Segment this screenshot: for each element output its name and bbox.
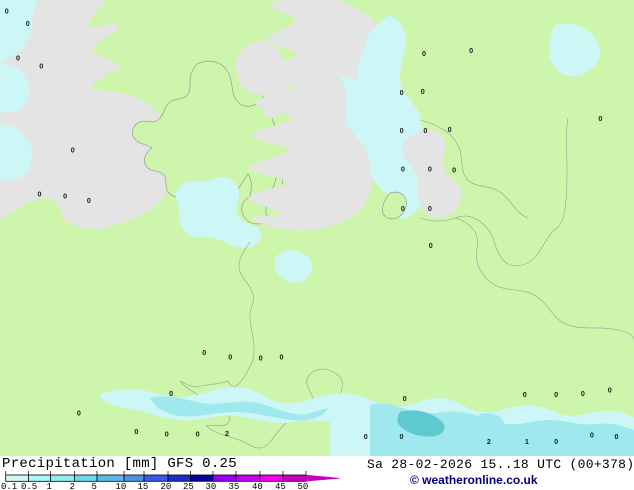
svg-text:10: 10: [116, 482, 127, 490]
svg-text:0: 0: [228, 352, 232, 361]
svg-text:0: 0: [259, 353, 263, 362]
svg-text:0: 0: [77, 409, 81, 418]
svg-text:0: 0: [63, 192, 67, 201]
svg-text:40: 40: [252, 482, 263, 490]
svg-text:0: 0: [590, 431, 594, 440]
svg-text:0: 0: [401, 204, 405, 213]
svg-text:50: 50: [298, 482, 309, 490]
svg-text:0: 0: [608, 386, 612, 395]
svg-text:0: 0: [469, 46, 473, 55]
svg-text:0: 0: [452, 165, 456, 174]
svg-text:0: 0: [428, 204, 432, 213]
svg-text:0: 0: [401, 164, 405, 173]
svg-text:0: 0: [165, 430, 169, 439]
svg-text:0: 0: [196, 430, 200, 439]
svg-text:15: 15: [138, 482, 149, 490]
svg-text:0: 0: [429, 241, 433, 250]
svg-text:20: 20: [161, 482, 172, 490]
svg-text:0: 0: [134, 427, 138, 436]
svg-text:0: 0: [38, 189, 42, 198]
svg-text:0: 0: [554, 437, 558, 446]
svg-text:25: 25: [183, 482, 194, 490]
svg-text:0: 0: [364, 432, 368, 441]
svg-text:0: 0: [202, 348, 206, 357]
svg-text:1: 1: [525, 437, 529, 446]
svg-text:0: 0: [280, 352, 284, 361]
svg-text:2: 2: [70, 482, 75, 490]
svg-text:0: 0: [423, 126, 427, 135]
svg-text:0: 0: [554, 390, 558, 399]
svg-text:0: 0: [598, 114, 602, 123]
svg-text:0: 0: [403, 394, 407, 403]
svg-text:0: 0: [26, 19, 30, 28]
svg-text:30: 30: [206, 482, 217, 490]
svg-text:35: 35: [229, 482, 240, 490]
svg-text:45: 45: [275, 482, 286, 490]
svg-text:0: 0: [421, 87, 425, 96]
svg-text:0: 0: [169, 389, 173, 398]
svg-text:5: 5: [92, 482, 97, 490]
svg-text:0: 0: [422, 49, 426, 58]
svg-text:0: 0: [523, 390, 527, 399]
svg-text:2: 2: [487, 437, 491, 446]
svg-text:0: 0: [87, 196, 91, 205]
svg-text:0: 0: [428, 164, 432, 173]
svg-text:0: 0: [581, 389, 585, 398]
svg-text:0: 0: [400, 88, 404, 97]
svg-text:0: 0: [615, 432, 619, 441]
svg-text:0: 0: [400, 126, 404, 135]
svg-text:0: 0: [400, 432, 404, 441]
svg-text:2: 2: [225, 429, 229, 438]
svg-text:0: 0: [16, 54, 20, 63]
svg-text:0: 0: [71, 146, 75, 155]
svg-text:0: 0: [39, 62, 43, 71]
svg-text:0: 0: [5, 7, 9, 16]
svg-text:1: 1: [47, 482, 52, 490]
svg-text:0.5: 0.5: [21, 482, 37, 490]
svg-text:0.1: 0.1: [1, 482, 17, 490]
svg-text:0: 0: [448, 125, 452, 134]
